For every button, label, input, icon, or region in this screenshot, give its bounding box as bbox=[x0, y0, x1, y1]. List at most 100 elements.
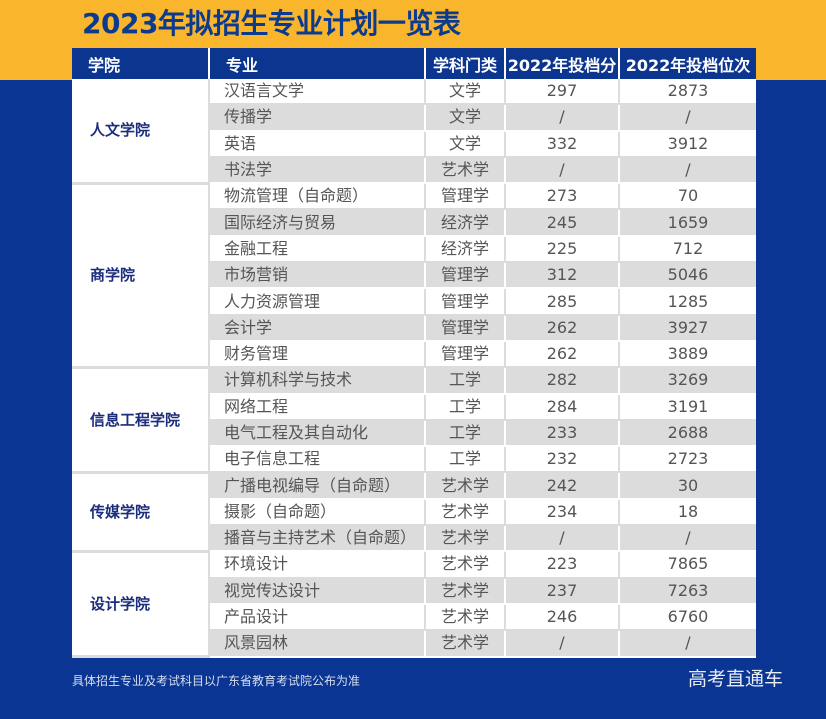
rank-cell: 2688 bbox=[619, 419, 756, 448]
table-row: 信息工程学院 计算机科学与技术 工学 282 3269 bbox=[72, 367, 756, 474]
category-cell: 文学 bbox=[425, 79, 506, 106]
header-rank: 2022年投档位次 bbox=[619, 48, 756, 79]
score-cell: 312 bbox=[505, 262, 620, 290]
score-cell: 242 bbox=[505, 472, 620, 500]
major-cell: 金融工程 bbox=[209, 235, 426, 264]
score-cell: 232 bbox=[505, 446, 620, 474]
rank-cell: / bbox=[619, 156, 756, 185]
college-cell: 传媒学院 bbox=[72, 472, 210, 553]
category-cell: 经济学 bbox=[425, 235, 506, 264]
score-cell: 332 bbox=[505, 130, 620, 158]
table-row: 产品设计 艺术学 246 6760 bbox=[72, 603, 756, 632]
category-cell: 工学 bbox=[425, 419, 506, 448]
major-cell: 财务管理 bbox=[209, 340, 426, 369]
major-cell: 视觉传达设计 bbox=[209, 577, 426, 605]
major-cell: 产品设计 bbox=[209, 603, 426, 632]
college-cell: 设计学院 bbox=[72, 551, 210, 659]
major-cell: 英语 bbox=[209, 130, 426, 158]
table-row: 国际经济与贸易 经济学 245 1659 bbox=[72, 209, 756, 237]
header-score: 2022年投档分 bbox=[505, 48, 620, 79]
table-row: 摄影（自命题） 艺术学 234 18 bbox=[72, 498, 756, 527]
table-row: 财务管理 管理学 262 3889 bbox=[72, 340, 756, 369]
rank-cell: 7263 bbox=[619, 577, 756, 605]
table-row: 视觉传达设计 艺术学 237 7263 bbox=[72, 577, 756, 605]
table-row: 书法学 艺术学 / / bbox=[72, 156, 756, 185]
table-row: 传媒学院 广播电视编导（自命题） 艺术学 242 30 bbox=[72, 472, 756, 553]
major-cell: 播音与主持艺术（自命题） bbox=[209, 525, 426, 553]
rank-cell: 6760 bbox=[619, 603, 756, 632]
score-cell: 246 bbox=[505, 603, 620, 632]
score-cell: 233 bbox=[505, 419, 620, 448]
score-cell: 284 bbox=[505, 393, 620, 421]
score-cell: 225 bbox=[505, 235, 620, 264]
rank-cell: 18 bbox=[619, 498, 756, 527]
rank-cell: / bbox=[619, 630, 756, 658]
category-cell: 艺术学 bbox=[425, 551, 506, 579]
category-cell: 艺术学 bbox=[425, 156, 506, 185]
header-college: 学院 bbox=[72, 48, 210, 79]
category-cell: 经济学 bbox=[425, 209, 506, 237]
table-row: 播音与主持艺术（自命题） 艺术学 / / bbox=[72, 525, 756, 553]
category-cell: 管理学 bbox=[425, 340, 506, 369]
table-row: 传播学 文学 / / bbox=[72, 104, 756, 132]
category-cell: 艺术学 bbox=[425, 630, 506, 658]
rank-cell: 2873 bbox=[619, 79, 756, 106]
score-cell: 297 bbox=[505, 79, 620, 106]
admission-plan-table: 学院 专业 学科门类 2022年投档分 2022年投档位次 人文学院 汉语言文学文… bbox=[72, 48, 756, 659]
table-row: 电子信息工程 工学 232 2723 bbox=[72, 446, 756, 474]
rank-cell: 70 bbox=[619, 183, 756, 211]
category-cell: 工学 bbox=[425, 367, 506, 395]
major-cell: 电气工程及其自动化 bbox=[209, 419, 426, 448]
table-row: 金融工程 经济学 225 712 bbox=[72, 235, 756, 264]
category-cell: 艺术学 bbox=[425, 525, 506, 553]
major-cell: 汉语言文学 bbox=[209, 79, 426, 106]
major-cell: 电子信息工程 bbox=[209, 446, 426, 474]
rank-cell: 7865 bbox=[619, 551, 756, 579]
table-row: 网络工程 工学 284 3191 bbox=[72, 393, 756, 421]
score-cell: 285 bbox=[505, 288, 620, 316]
major-cell: 会计学 bbox=[209, 314, 426, 342]
header-category: 学科门类 bbox=[425, 48, 506, 79]
score-cell: 223 bbox=[505, 551, 620, 579]
rank-cell: 712 bbox=[619, 235, 756, 264]
major-cell: 环境设计 bbox=[209, 551, 426, 579]
major-cell: 风景园林 bbox=[209, 630, 426, 658]
score-cell: 262 bbox=[505, 314, 620, 342]
table-row: 风景园林 艺术学 / / bbox=[72, 630, 756, 658]
college-cell: 人文学院 bbox=[72, 79, 210, 185]
score-cell: 282 bbox=[505, 367, 620, 395]
major-cell: 人力资源管理 bbox=[209, 288, 426, 316]
category-cell: 管理学 bbox=[425, 262, 506, 290]
category-cell: 艺术学 bbox=[425, 472, 506, 500]
category-cell: 工学 bbox=[425, 446, 506, 474]
major-cell: 计算机科学与技术 bbox=[209, 367, 426, 395]
score-cell: 273 bbox=[505, 183, 620, 211]
table-row: 英语 文学 332 3912 bbox=[72, 130, 756, 158]
rank-cell: 5046 bbox=[619, 262, 756, 290]
major-cell: 网络工程 bbox=[209, 393, 426, 421]
category-cell: 艺术学 bbox=[425, 603, 506, 632]
table-body: 人文学院 汉语言文学 文学 297 2873 传播学 文学 / / 英语 文学 332 3912 书法学艺… bbox=[72, 79, 756, 659]
category-cell: 工学 bbox=[425, 393, 506, 421]
category-cell: 管理学 bbox=[425, 288, 506, 316]
category-cell: 文学 bbox=[425, 130, 506, 158]
rank-cell: 3191 bbox=[619, 393, 756, 421]
category-cell: 文学 bbox=[425, 104, 506, 132]
category-cell: 管理学 bbox=[425, 183, 506, 211]
table-row: 商学院 物流管理（自命题） 管理学 273 70 bbox=[72, 183, 756, 369]
major-cell: 国际经济与贸易 bbox=[209, 209, 426, 237]
rank-cell: 3269 bbox=[619, 367, 756, 395]
category-cell: 管理学 bbox=[425, 314, 506, 342]
score-cell: 245 bbox=[505, 209, 620, 237]
major-cell: 书法学 bbox=[209, 156, 426, 185]
category-cell: 艺术学 bbox=[425, 498, 506, 527]
major-cell: 物流管理（自命题） bbox=[209, 183, 426, 211]
page-title: 2023年拟招生专业计划一览表 bbox=[82, 7, 461, 40]
score-cell: / bbox=[505, 104, 620, 132]
table-row: 人力资源管理 管理学 285 1285 bbox=[72, 288, 756, 316]
rank-cell: 1659 bbox=[619, 209, 756, 237]
rank-cell: 3889 bbox=[619, 340, 756, 369]
rank-cell: / bbox=[619, 104, 756, 132]
header-major: 专业 bbox=[209, 48, 426, 79]
category-cell: 艺术学 bbox=[425, 577, 506, 605]
